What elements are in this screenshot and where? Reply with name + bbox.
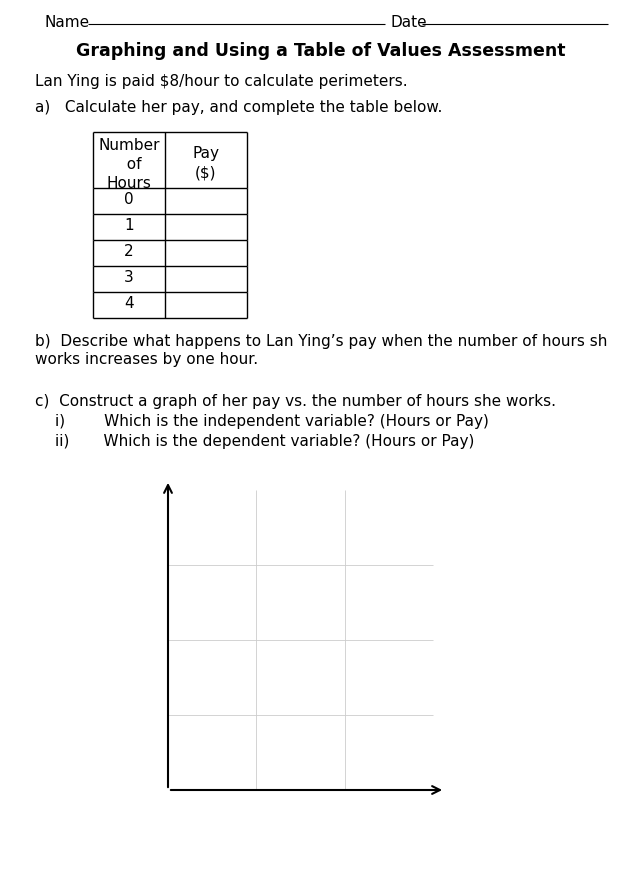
Text: Name: Name bbox=[45, 15, 90, 30]
Text: Lan Ying is paid $8/hour to calculate perimeters.: Lan Ying is paid $8/hour to calculate pe… bbox=[35, 74, 408, 89]
Text: i)        Which is the independent variable? (Hours or Pay): i) Which is the independent variable? (H… bbox=[55, 414, 489, 429]
Text: 0: 0 bbox=[124, 192, 134, 207]
Text: a)   Calculate her pay, and complete the table below.: a) Calculate her pay, and complete the t… bbox=[35, 100, 442, 115]
Text: 1: 1 bbox=[124, 218, 134, 233]
Text: 2: 2 bbox=[124, 244, 134, 259]
Text: 3: 3 bbox=[124, 270, 134, 285]
Text: 4: 4 bbox=[124, 296, 134, 311]
Text: Number
  of
Hours: Number of Hours bbox=[98, 138, 160, 191]
Text: Graphing and Using a Table of Values Assessment: Graphing and Using a Table of Values Ass… bbox=[76, 42, 566, 60]
Text: ii)       Which is the dependent variable? (Hours or Pay): ii) Which is the dependent variable? (Ho… bbox=[55, 434, 474, 449]
Text: works increases by one hour.: works increases by one hour. bbox=[35, 352, 258, 367]
Text: b)  Describe what happens to Lan Ying’s pay when the number of hours sh: b) Describe what happens to Lan Ying’s p… bbox=[35, 334, 607, 349]
Text: Pay
($): Pay ($) bbox=[193, 146, 220, 180]
Text: c)  Construct a graph of her pay vs. the number of hours she works.: c) Construct a graph of her pay vs. the … bbox=[35, 394, 556, 409]
Text: Date: Date bbox=[390, 15, 427, 30]
